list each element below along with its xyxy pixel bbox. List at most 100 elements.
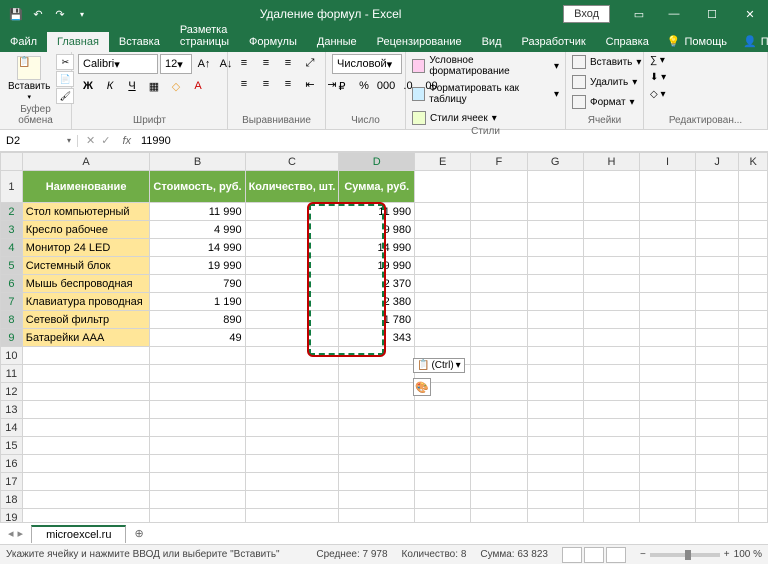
cell-B16[interactable] xyxy=(150,455,245,473)
cell-G2[interactable] xyxy=(527,203,583,221)
cell-H9[interactable] xyxy=(583,329,639,347)
row-header-16[interactable]: 16 xyxy=(1,455,23,473)
paste-button[interactable]: 📋 Вставить ▾ xyxy=(6,54,52,103)
cell-D11[interactable] xyxy=(339,365,415,383)
row-header-8[interactable]: 8 xyxy=(1,311,23,329)
cell-F14[interactable] xyxy=(471,419,527,437)
cell-C16[interactable] xyxy=(245,455,339,473)
row-header-10[interactable]: 10 xyxy=(1,347,23,365)
cell-C11[interactable] xyxy=(245,365,339,383)
cell-D13[interactable] xyxy=(339,401,415,419)
cell-C19[interactable] xyxy=(245,509,339,523)
format-as-table-button[interactable]: Форматировать как таблицу ▾ xyxy=(412,82,559,106)
cell-C17[interactable] xyxy=(245,473,339,491)
cell-K5[interactable] xyxy=(739,257,768,275)
cell-B7[interactable]: 1 190 xyxy=(150,293,245,311)
cell-C9[interactable] xyxy=(245,329,339,347)
align-left-icon[interactable]: ≡ xyxy=(234,75,254,93)
increase-font-icon[interactable]: A↑ xyxy=(194,55,214,73)
cell-D8[interactable]: 1 780 xyxy=(339,311,415,329)
cell-G9[interactable] xyxy=(527,329,583,347)
row-header-7[interactable]: 7 xyxy=(1,293,23,311)
select-all-corner[interactable] xyxy=(1,153,23,171)
cell-C8[interactable] xyxy=(245,311,339,329)
cell-H5[interactable] xyxy=(583,257,639,275)
cell-B19[interactable] xyxy=(150,509,245,523)
cell-H17[interactable] xyxy=(583,473,639,491)
zoom-slider[interactable] xyxy=(650,553,720,557)
cell-I4[interactable] xyxy=(640,239,696,257)
cell-E17[interactable] xyxy=(415,473,471,491)
cell-K3[interactable] xyxy=(739,221,768,239)
cell-E7[interactable] xyxy=(415,293,471,311)
zoom-in-icon[interactable]: + xyxy=(724,549,730,560)
indent-dec-icon[interactable]: ⇤ xyxy=(300,75,320,93)
cell-I3[interactable] xyxy=(640,221,696,239)
cell-F19[interactable] xyxy=(471,509,527,523)
tab-home[interactable]: Главная xyxy=(47,32,109,52)
cell-I17[interactable] xyxy=(640,473,696,491)
tab-review[interactable]: Рецензирование xyxy=(367,32,472,52)
cell-H13[interactable] xyxy=(583,401,639,419)
cell-I9[interactable] xyxy=(640,329,696,347)
sheet-nav-next-icon[interactable]: ▸ xyxy=(18,527,24,540)
clear-button[interactable]: ◇ ▾ xyxy=(650,88,666,101)
cell-F13[interactable] xyxy=(471,401,527,419)
cell-J11[interactable] xyxy=(695,365,738,383)
cell-K10[interactable] xyxy=(739,347,768,365)
formula-bar[interactable]: 11990 xyxy=(135,135,768,147)
cells-format-button[interactable]: Формат ▾ xyxy=(572,94,635,110)
cell-F18[interactable] xyxy=(471,491,527,509)
col-header-H[interactable]: H xyxy=(583,153,639,171)
cell-D19[interactable] xyxy=(339,509,415,523)
view-pagebreak-icon[interactable] xyxy=(606,547,626,563)
font-size-select[interactable]: 12 ▾ xyxy=(160,54,192,74)
cell-G19[interactable] xyxy=(527,509,583,523)
fill-color-button[interactable]: ◇ xyxy=(166,77,186,95)
cell-F1[interactable] xyxy=(471,171,527,203)
align-right-icon[interactable]: ≡ xyxy=(278,75,298,93)
minimize-icon[interactable]: — xyxy=(656,0,692,28)
cell-F6[interactable] xyxy=(471,275,527,293)
cell-K19[interactable] xyxy=(739,509,768,523)
col-header-F[interactable]: F xyxy=(471,153,527,171)
cell-K12[interactable] xyxy=(739,383,768,401)
cell-E4[interactable] xyxy=(415,239,471,257)
col-header-I[interactable]: I xyxy=(640,153,696,171)
cell-A19[interactable] xyxy=(22,509,150,523)
cell-E16[interactable] xyxy=(415,455,471,473)
cell-A10[interactable] xyxy=(22,347,150,365)
row-header-17[interactable]: 17 xyxy=(1,473,23,491)
enter-formula-icon[interactable]: ✓ xyxy=(101,134,110,147)
conditional-format-button[interactable]: Условное форматирование ▾ xyxy=(412,54,559,78)
comma-icon[interactable]: 000 xyxy=(376,77,396,95)
cell-H1[interactable] xyxy=(583,171,639,203)
cell-E19[interactable] xyxy=(415,509,471,523)
tab-view[interactable]: Вид xyxy=(472,32,512,52)
cell-A2[interactable]: Стол компьютерный xyxy=(22,203,150,221)
cell-I18[interactable] xyxy=(640,491,696,509)
align-bottom-icon[interactable]: ≡ xyxy=(278,54,298,72)
tell-me[interactable]: 💡 Помощь xyxy=(659,31,735,52)
cell-styles-button[interactable]: Стили ячеек ▾ xyxy=(412,110,497,126)
share-button[interactable]: 👤 Поделиться xyxy=(735,31,768,52)
cell-H3[interactable] xyxy=(583,221,639,239)
save-icon[interactable]: 💾 xyxy=(8,6,24,22)
sheet-tab[interactable]: microexcel.ru xyxy=(31,525,126,543)
cell-A13[interactable] xyxy=(22,401,150,419)
cell-J16[interactable] xyxy=(695,455,738,473)
col-header-G[interactable]: G xyxy=(527,153,583,171)
cell-B11[interactable] xyxy=(150,365,245,383)
col-header-E[interactable]: E xyxy=(415,153,471,171)
cell-K8[interactable] xyxy=(739,311,768,329)
cell-F11[interactable] xyxy=(471,365,527,383)
cell-E18[interactable] xyxy=(415,491,471,509)
cell-B5[interactable]: 19 990 xyxy=(150,257,245,275)
cell-A7[interactable]: Клавиатура проводная xyxy=(22,293,150,311)
cell-B18[interactable] xyxy=(150,491,245,509)
ribbon-options-icon[interactable]: ▭ xyxy=(624,0,654,28)
cell-F9[interactable] xyxy=(471,329,527,347)
cells-insert-button[interactable]: Вставить ▾ xyxy=(572,54,641,70)
cell-H10[interactable] xyxy=(583,347,639,365)
cell-F10[interactable] xyxy=(471,347,527,365)
